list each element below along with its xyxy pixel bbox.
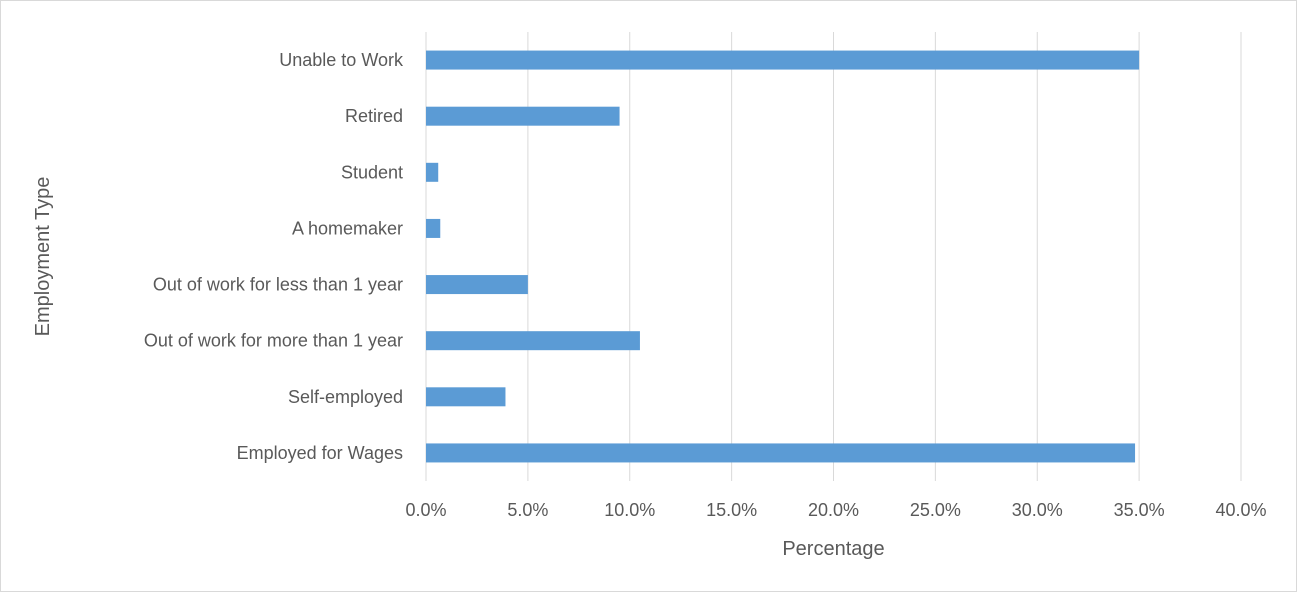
bar	[426, 106, 620, 126]
x-tick-labels: 0.0% 5.0% 10.0% 15.0% 20.0% 25.0% 30.0% 35.0% 40…	[405, 500, 1266, 520]
bar	[426, 387, 506, 407]
category-label: Retired	[345, 106, 403, 126]
category-labels: Unable to Work Retired Student A homemaker O…	[144, 50, 404, 463]
x-axis-title: Percentage	[782, 538, 884, 560]
category-label: Unable to Work	[279, 50, 404, 70]
category-label: Out of work for less than 1 year	[153, 275, 403, 295]
category-label: A homemaker	[292, 218, 403, 238]
x-tick-label: 0.0%	[405, 500, 446, 520]
bar	[426, 331, 640, 351]
x-tick-label: 15.0%	[706, 500, 757, 520]
bar	[426, 50, 1140, 70]
category-label: Student	[341, 162, 403, 182]
x-tick-label: 5.0%	[507, 500, 548, 520]
x-tick-label: 25.0%	[910, 500, 961, 520]
bars	[426, 50, 1140, 463]
x-tick-label: 30.0%	[1012, 500, 1063, 520]
category-label: Out of work for more than 1 year	[144, 331, 403, 351]
category-label: Self-employed	[288, 387, 403, 407]
x-tick-label: 40.0%	[1215, 500, 1266, 520]
bar	[426, 443, 1136, 463]
bar	[426, 218, 441, 238]
bar	[426, 275, 528, 295]
bar	[426, 162, 439, 182]
category-label: Employed for Wages	[237, 443, 403, 463]
y-axis-title: Employment Type	[32, 177, 54, 337]
x-tick-label: 35.0%	[1114, 500, 1165, 520]
x-tick-label: 10.0%	[604, 500, 655, 520]
x-tick-label: 20.0%	[808, 500, 859, 520]
